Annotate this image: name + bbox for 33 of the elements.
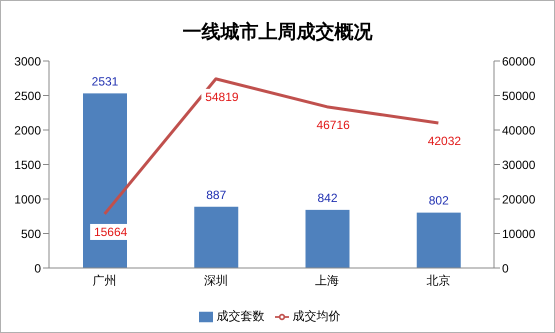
legend-label: 成交套数 [216, 309, 264, 323]
y2-tick-label: 0 [502, 261, 509, 276]
y-tick-label: 1000 [14, 192, 42, 206]
bar [306, 210, 350, 268]
y-tick-label: 1500 [14, 158, 42, 172]
y-tick-label: 500 [20, 226, 42, 241]
y-tick-label: 0 [34, 261, 42, 276]
bar [83, 93, 127, 268]
data-label: 42032 [428, 134, 462, 148]
y-tick-label: 3000 [14, 54, 42, 68]
y2-tick-label: 30000 [502, 158, 536, 172]
y2-tick-label: 40000 [502, 123, 536, 138]
y2-tick-label: 10000 [502, 226, 536, 241]
chart-title: 一线城市上周成交概况 [182, 20, 374, 45]
data-label: 2531 [92, 74, 119, 88]
data-label: 54819 [205, 90, 239, 104]
legend-label: 成交均价 [292, 309, 340, 323]
x-tick-label: 广州 [92, 274, 117, 288]
x-tick-label: 深圳 [204, 274, 228, 288]
x-tick-label: 北京 [426, 274, 450, 288]
data-label: 842 [317, 190, 338, 205]
data-label: 802 [428, 194, 450, 208]
data-label: 15664 [94, 224, 128, 239]
y2-tick-label: 20000 [502, 192, 536, 206]
y-tick-label: 2500 [14, 88, 42, 103]
y-tick-label: 2000 [14, 123, 42, 138]
y2-tick-label: 60000 [502, 54, 536, 68]
x-tick-label: 上海 [315, 274, 340, 288]
y2-tick-label: 50000 [502, 88, 536, 103]
bar [416, 212, 461, 268]
data-label: 46716 [316, 118, 350, 132]
data-label: 887 [206, 188, 227, 202]
bar [194, 206, 238, 268]
